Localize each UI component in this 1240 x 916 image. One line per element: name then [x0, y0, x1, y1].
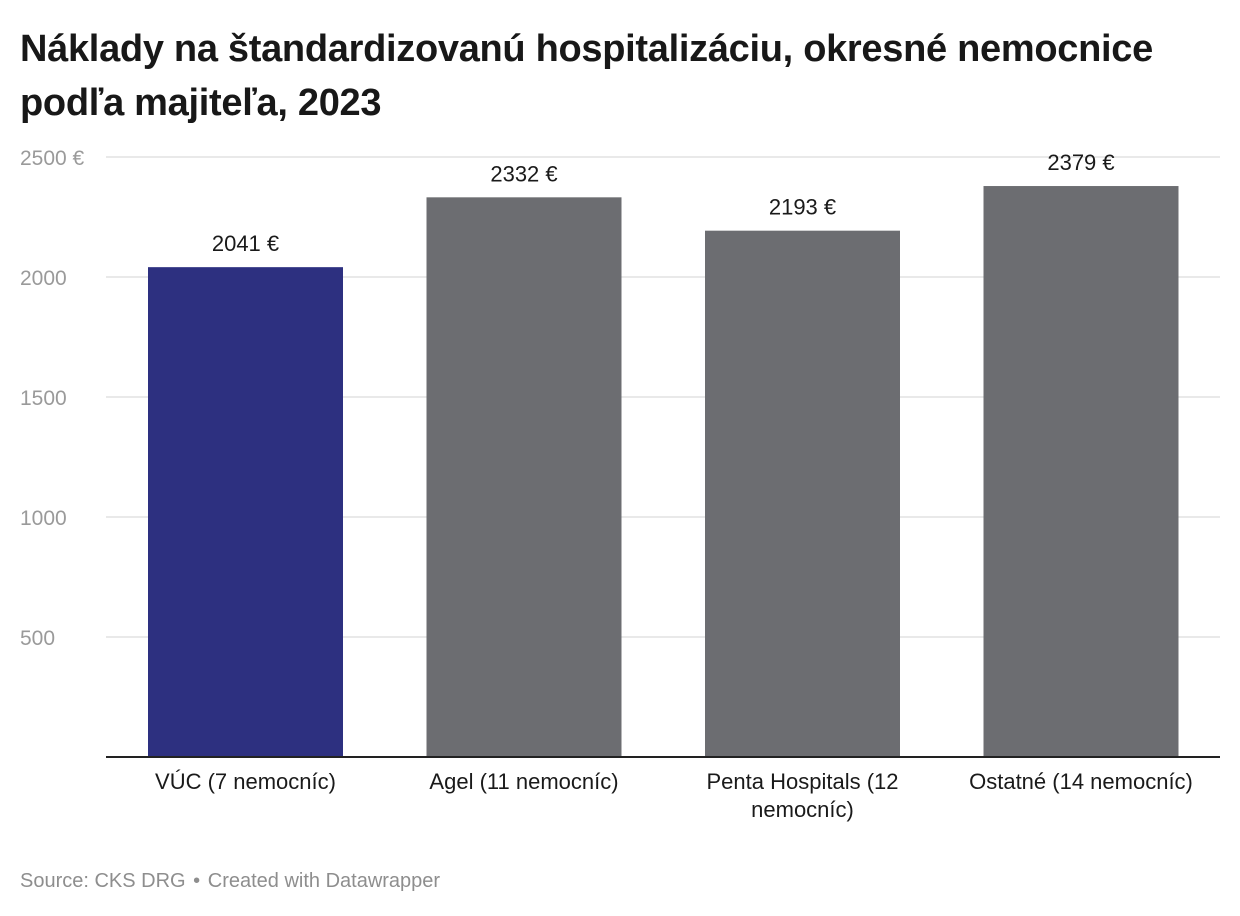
bar[interactable] — [705, 230, 900, 757]
y-tick-label: 500 — [20, 627, 55, 650]
x-tick-label-line: Ostatné (14 nemocníc) — [969, 769, 1193, 794]
bars — [148, 186, 1179, 758]
footer-separator: • — [193, 870, 201, 892]
bar[interactable] — [426, 197, 622, 757]
bar[interactable] — [148, 267, 343, 757]
bar-value-label: 2041 € — [212, 231, 279, 256]
source-note: Source: CKS DRG — [20, 870, 186, 892]
footer: Source: CKS DRG • Created with Datawrapp… — [20, 870, 440, 893]
y-tick-label: 1500 — [20, 387, 67, 410]
credit-link[interactable]: Created with Datawrapper — [207, 870, 441, 892]
x-tick-label-line: Agel (11 nemocníc) — [429, 769, 618, 794]
y-axis-ticks: 500 1000 1500 2000 2500 € — [20, 147, 85, 650]
chart-title: Náklady na štandardizovanú hospitalizáci… — [20, 28, 1153, 124]
y-tick-label: 2000 — [20, 267, 67, 290]
bar[interactable] — [983, 186, 1179, 758]
bar-value-label: 2379 € — [1047, 150, 1114, 175]
x-tick-label-line: VÚC (7 nemocníc) — [155, 769, 336, 794]
bar-value-label: 2193 € — [769, 195, 836, 220]
x-tick-label: Penta Hospitals (12 nemocníc) — [707, 769, 899, 822]
y-tick-label: 1000 — [20, 507, 67, 530]
x-tick-label-line: Penta Hospitals (12 — [707, 769, 899, 794]
x-tick-label: Agel (11 nemocníc) — [429, 769, 618, 794]
value-labels: 2041 € 2332 € 2193 € 2379 € — [212, 150, 1115, 256]
x-axis-labels: VÚC (7 nemocníc) Agel (11 nemocníc) Penta … — [155, 769, 1193, 822]
bar-chart: 500 1000 1500 2000 2500 € 2041 € 2332 € 2193 €… — [20, 147, 1220, 822]
x-tick-label: Ostatné (14 nemocníc) — [969, 769, 1193, 794]
x-tick-label: VÚC (7 nemocníc) — [155, 769, 336, 794]
bar-value-label: 2332 € — [490, 161, 557, 186]
y-tick-label: 2500 € — [20, 147, 85, 170]
x-tick-label-line: nemocníc) — [751, 797, 854, 822]
